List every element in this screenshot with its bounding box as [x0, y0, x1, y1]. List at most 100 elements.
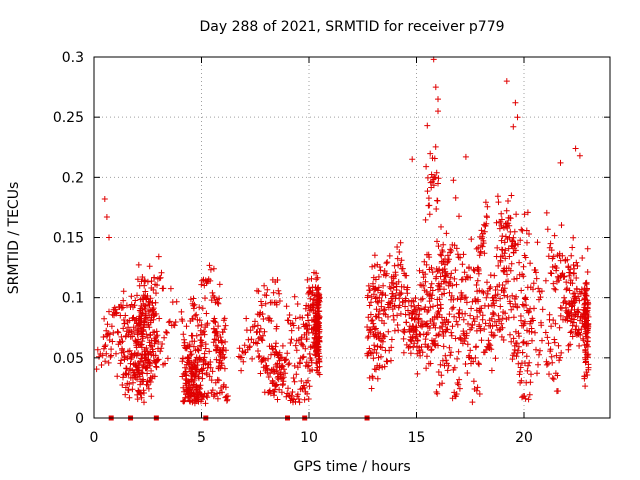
data-point: [400, 328, 407, 335]
data-point: [372, 331, 379, 338]
data-point: [191, 338, 198, 345]
data-point: [519, 349, 526, 356]
data-point: [405, 344, 412, 351]
data-point: [511, 276, 518, 283]
data-point: [373, 350, 380, 356]
data-point: [367, 311, 374, 318]
data-point: [429, 269, 436, 276]
data-point: [567, 318, 574, 325]
data-point: [469, 399, 476, 406]
data-point: [286, 360, 293, 367]
data-point: [435, 96, 441, 103]
data-point: [583, 281, 590, 288]
data-point: [505, 245, 512, 252]
data-point: [236, 345, 243, 352]
data-point: [365, 333, 372, 340]
data-point: [501, 292, 508, 299]
data-point: [260, 355, 267, 362]
data-point: [396, 302, 403, 309]
data-point: [195, 347, 202, 354]
data-point: [398, 265, 405, 272]
data-point: [479, 316, 486, 323]
data-point: [486, 345, 493, 352]
data-point: [306, 322, 313, 329]
data-point: [515, 343, 522, 350]
data-point: [424, 251, 430, 258]
data-point: [567, 269, 574, 276]
data-point: [518, 226, 525, 233]
data-point: [581, 301, 588, 308]
data-points: [93, 56, 592, 407]
data-point: [516, 333, 522, 340]
data-point: [520, 273, 527, 280]
data-point: [530, 286, 536, 293]
data-point: [423, 365, 430, 372]
data-point: [422, 216, 429, 223]
data-point: [582, 359, 589, 366]
data-point: [130, 379, 136, 386]
data-point: [300, 353, 307, 360]
data-point: [141, 277, 148, 284]
data-point: [402, 303, 409, 310]
data-point: [198, 281, 205, 288]
data-point: [389, 306, 396, 313]
y-tick-label: 0.3: [62, 50, 84, 66]
data-point: [164, 355, 171, 362]
data-point: [494, 244, 501, 251]
data-point: [548, 323, 555, 330]
data-point: [272, 386, 279, 393]
data-point: [260, 332, 266, 339]
data-point: [426, 202, 433, 209]
data-point: [445, 318, 452, 325]
data-point: [147, 331, 154, 338]
data-point: [315, 314, 322, 321]
data-point: [314, 324, 321, 331]
data-point: [126, 381, 133, 387]
data-point: [146, 324, 153, 331]
data-point: [278, 389, 285, 396]
data-point: [520, 339, 526, 346]
data-point: [151, 373, 158, 380]
data-point: [557, 354, 564, 361]
data-point: [217, 334, 224, 341]
data-point: [123, 302, 130, 309]
data-point: [456, 376, 463, 383]
data-point: [568, 252, 575, 259]
data-point: [573, 259, 580, 266]
data-point: [127, 353, 134, 360]
data-point: [563, 286, 570, 293]
data-point: [581, 296, 588, 303]
data-point: [374, 343, 381, 350]
data-point: [425, 307, 432, 314]
data-point: [484, 203, 491, 210]
data-point: [530, 317, 536, 324]
data-point: [442, 352, 449, 359]
data-point: [498, 237, 505, 244]
data-point: [433, 313, 440, 320]
data-point: [527, 379, 534, 386]
data-point: [314, 285, 321, 292]
data-point: [155, 356, 162, 363]
data-point: [118, 357, 125, 364]
data-point: [279, 363, 286, 370]
data-point: [257, 370, 264, 377]
data-point: [150, 286, 157, 293]
data-point: [467, 347, 474, 354]
data-point: [408, 297, 415, 304]
data-point: [432, 174, 439, 181]
data-point: [261, 282, 268, 289]
data-point: [468, 305, 475, 312]
data-point: [126, 317, 133, 324]
data-point: [144, 382, 151, 388]
data-point: [549, 375, 556, 382]
data-point: [515, 241, 521, 248]
data-point: [580, 306, 587, 313]
data-point: [443, 230, 450, 237]
data-point: [462, 335, 469, 342]
data-point: [247, 327, 254, 334]
data-point: [580, 335, 586, 342]
data-point: [582, 383, 589, 390]
data-point: [142, 315, 149, 322]
data-point: [539, 337, 545, 344]
data-point: [207, 277, 214, 284]
